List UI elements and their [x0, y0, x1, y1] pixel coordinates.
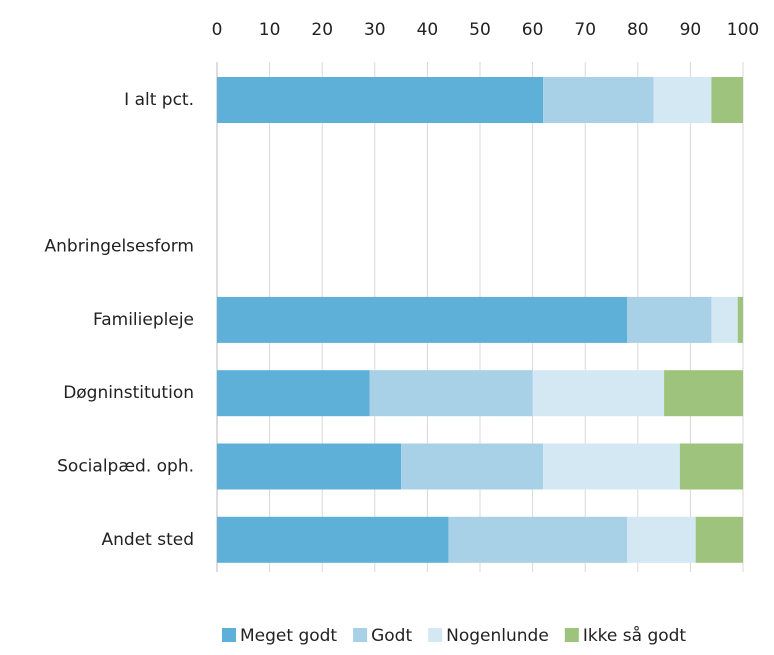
legend-label: Godt: [371, 626, 412, 646]
x-tick-label: 10: [259, 20, 281, 40]
x-tick-label: 90: [680, 20, 702, 40]
bar-segment: [737, 296, 743, 343]
y-tick-label: Andet sted: [102, 530, 195, 550]
legend-swatch: [222, 628, 236, 642]
bar-segment: [217, 370, 370, 417]
x-tick-label: 40: [417, 20, 439, 40]
bar-segment: [217, 77, 544, 123]
bar-segment: [543, 77, 654, 123]
legend-label: Ikke så godt: [583, 625, 687, 646]
bar-segment: [653, 77, 712, 123]
bar-segment: [627, 296, 712, 343]
legend-swatch: [353, 628, 368, 642]
legend-swatch: [564, 628, 579, 642]
bar-segment: [664, 370, 743, 417]
x-tick-label: 100: [727, 20, 759, 40]
bar-segment: [401, 443, 544, 490]
bar-segment: [679, 443, 743, 490]
bar-segment: [711, 77, 743, 123]
bar-segment: [448, 516, 628, 563]
legend-swatch: [428, 628, 443, 642]
x-tick-label: 70: [574, 20, 596, 40]
bar-segment: [711, 296, 738, 343]
y-tick-label: Døgninstitution: [63, 383, 194, 403]
y-tick-label: I alt pct.: [124, 90, 194, 110]
bar-segment: [217, 296, 628, 343]
y-tick-label: Anbringelsesform: [45, 237, 194, 257]
y-tick-label: Socialpæd. oph.: [57, 457, 194, 477]
bar-segment: [369, 370, 533, 417]
bar-segment: [217, 443, 402, 490]
x-tick-label: 50: [469, 20, 491, 40]
bar-segment: [217, 516, 449, 563]
bar-segment: [532, 370, 665, 417]
y-tick-label: Familiepleje: [93, 310, 194, 330]
bar-segment: [543, 443, 680, 490]
x-tick-label: 30: [364, 20, 386, 40]
bar-segment: [695, 516, 743, 563]
legend-label: Nogenlunde: [446, 626, 549, 646]
x-tick-label: 0: [212, 20, 223, 40]
x-tick-label: 20: [311, 20, 333, 40]
bar-segment: [627, 516, 696, 563]
x-tick-label: 80: [627, 20, 649, 40]
legend-label: Meget godt: [240, 626, 337, 646]
x-tick-label: 60: [522, 20, 544, 40]
